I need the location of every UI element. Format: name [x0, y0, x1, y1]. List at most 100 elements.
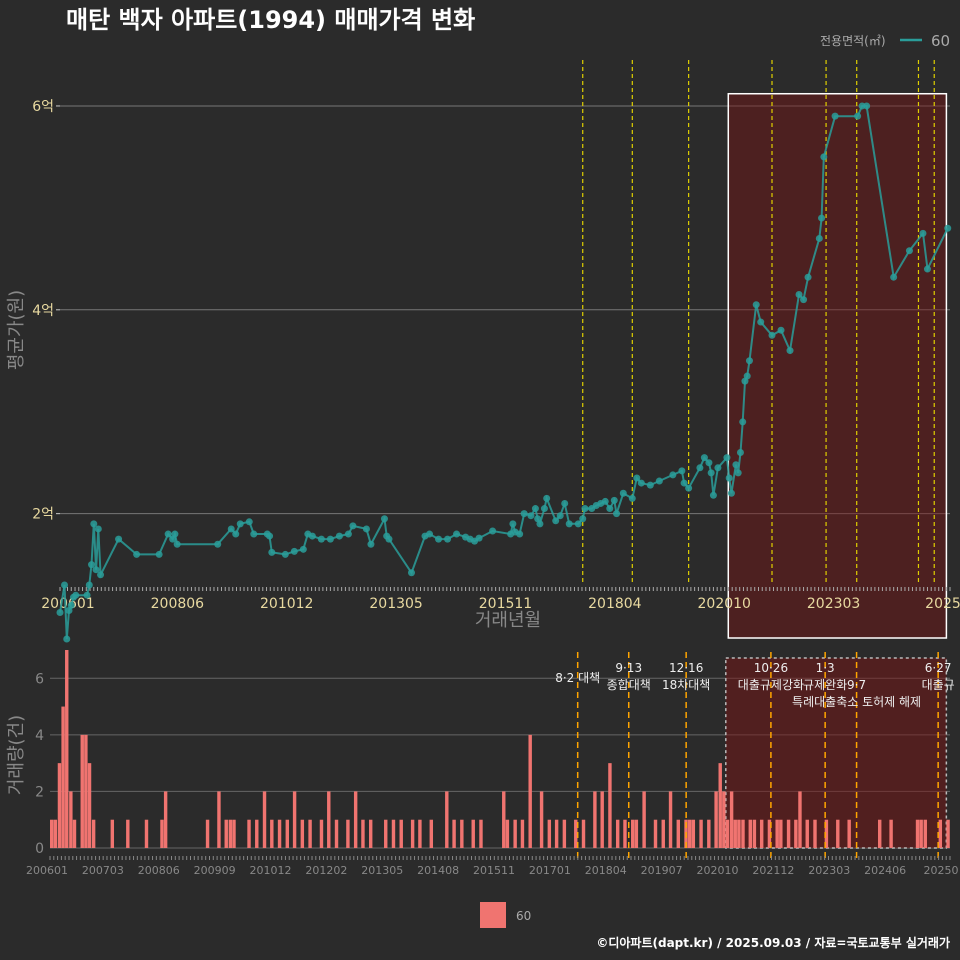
price-data-point	[579, 515, 587, 523]
price-data-point	[281, 550, 289, 558]
volume-bar	[562, 819, 567, 848]
y-axis-title: 평균가(원)	[6, 290, 27, 370]
volume-x-tick-label: 200909	[194, 864, 236, 877]
volume-bar	[361, 819, 365, 848]
price-data-point	[245, 518, 253, 526]
volume-bar	[520, 819, 525, 848]
price-data-point	[739, 418, 747, 426]
price-data-point	[540, 505, 548, 513]
volume-bar	[285, 819, 290, 848]
volume-x-tick-label: 202406	[864, 864, 906, 877]
volume-bar	[399, 819, 403, 848]
price-data-point	[88, 561, 96, 569]
volume-bar	[327, 791, 331, 848]
volume-bar	[699, 819, 703, 848]
volume-bar	[460, 819, 464, 848]
volume-bar	[836, 819, 840, 848]
price-data-point	[745, 357, 753, 365]
volume-y-tick-label: 2	[35, 784, 44, 800]
volume-bar	[110, 819, 115, 848]
price-data-point	[435, 535, 443, 543]
price-data-point	[56, 609, 64, 617]
volume-bar	[228, 819, 233, 848]
volume-bar	[87, 763, 92, 848]
price-data-point	[727, 489, 735, 497]
volume-bar	[608, 763, 612, 848]
volume-bar	[126, 819, 130, 848]
price-data-point	[531, 505, 539, 513]
volume-bar	[847, 819, 851, 848]
volume-y-tick-label: 4	[35, 728, 44, 744]
volume-bar	[300, 819, 305, 848]
price-data-point	[646, 481, 654, 489]
price-data-point	[637, 479, 645, 487]
volume-bar	[661, 819, 665, 848]
volume-bar	[915, 819, 920, 848]
price-data-point	[236, 520, 244, 528]
price-data-point	[795, 291, 803, 299]
price-data-point	[299, 545, 307, 553]
volume-bar	[61, 706, 65, 848]
price-data-point	[890, 273, 898, 281]
price-data-point	[734, 469, 742, 477]
volume-bar	[53, 819, 58, 848]
price-data-point	[527, 512, 535, 520]
price-data-point	[815, 234, 823, 242]
volume-bar	[813, 819, 817, 848]
footer-credit: ©디아파트(dapt.kr) / 2025.09.03 / 자료=국토교통부 실…	[596, 935, 950, 950]
volume-bar	[741, 819, 745, 848]
volume-y-axis-title: 거래량(건)	[6, 715, 27, 795]
volume-x-tick-label: 201408	[417, 864, 459, 877]
volume-x-tick-label: 201701	[529, 864, 571, 877]
volume-bar	[205, 819, 210, 848]
x-axis-title: 거래년월	[475, 610, 541, 631]
price-data-point	[863, 102, 871, 110]
legend-bar-label: 60	[516, 909, 531, 923]
price-data-point	[565, 520, 573, 528]
volume-x-tick-label: 201804	[585, 864, 627, 877]
volume-bar	[691, 819, 696, 848]
policy-annotation: 18차대책	[662, 677, 710, 692]
price-data-point	[628, 494, 636, 502]
volume-bar	[319, 819, 324, 848]
price-data-point	[820, 153, 828, 161]
volume-bar	[653, 819, 658, 848]
volume-x-tick-label: 202010	[697, 864, 739, 877]
price-data-point	[380, 515, 388, 523]
price-data-point	[685, 484, 693, 492]
price-data-point	[768, 331, 776, 339]
price-data-point	[90, 520, 98, 528]
volume-bar	[368, 819, 373, 848]
volume-y-tick-label: 0	[35, 841, 44, 857]
volume-bar	[725, 819, 730, 848]
volume-bar	[262, 791, 267, 848]
volume-bar	[84, 734, 88, 848]
volume-x-tick-label: 200601	[26, 864, 68, 877]
price-data-point	[92, 566, 100, 574]
volume-bar	[631, 819, 635, 848]
volume-bar	[247, 819, 251, 848]
price-data-point	[133, 550, 141, 558]
price-data-point	[574, 520, 582, 528]
volume-bar	[528, 734, 532, 848]
policy-annotation: 6·27	[925, 661, 952, 675]
price-data-point	[854, 112, 862, 120]
price-data-point	[362, 525, 370, 533]
volume-bar	[668, 791, 673, 848]
volume-x-tick-label: 202303	[808, 864, 850, 877]
legend-title: 전용면적(㎡)	[820, 34, 886, 48]
volume-bar	[707, 819, 711, 848]
volume-bar	[513, 819, 517, 848]
price-data-point	[453, 530, 461, 538]
price-data-point	[83, 591, 91, 599]
price-data-point	[680, 479, 688, 487]
price-data-point	[736, 449, 744, 456]
volume-bar	[277, 819, 282, 848]
x-tick-label: 201804	[588, 596, 642, 612]
price-data-point	[709, 491, 717, 499]
volume-bar	[919, 819, 923, 848]
volume-x-tick-label: 201202	[305, 864, 347, 877]
volume-bar	[748, 819, 752, 848]
price-data-point	[757, 318, 765, 326]
volume-bar	[737, 819, 741, 848]
